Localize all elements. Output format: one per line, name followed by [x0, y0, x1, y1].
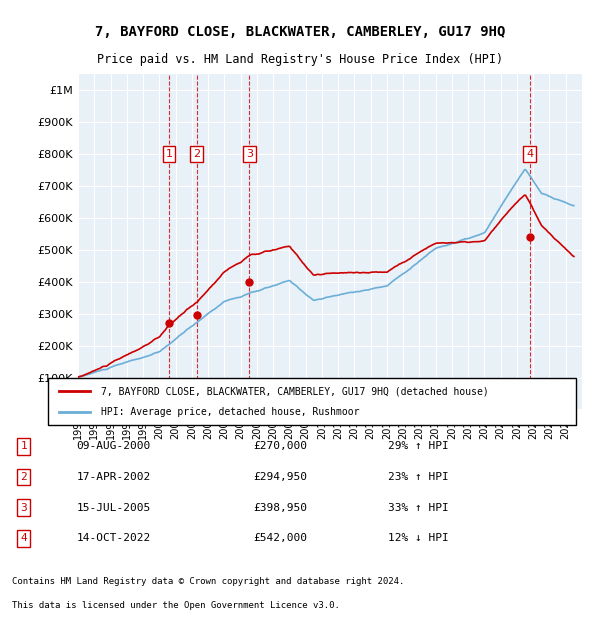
FancyBboxPatch shape — [48, 378, 576, 425]
Text: £542,000: £542,000 — [253, 533, 307, 543]
Text: £270,000: £270,000 — [253, 441, 307, 451]
Text: Contains HM Land Registry data © Crown copyright and database right 2024.: Contains HM Land Registry data © Crown c… — [12, 577, 404, 587]
Text: 4: 4 — [20, 533, 27, 543]
Text: 12% ↓ HPI: 12% ↓ HPI — [388, 533, 449, 543]
Text: £294,950: £294,950 — [253, 472, 307, 482]
Text: 15-JUL-2005: 15-JUL-2005 — [77, 503, 151, 513]
Text: HPI: Average price, detached house, Rushmoor: HPI: Average price, detached house, Rush… — [101, 407, 359, 417]
Text: 3: 3 — [246, 149, 253, 159]
Text: 4: 4 — [526, 149, 533, 159]
Text: 17-APR-2002: 17-APR-2002 — [77, 472, 151, 482]
Text: 7, BAYFORD CLOSE, BLACKWATER, CAMBERLEY, GU17 9HQ: 7, BAYFORD CLOSE, BLACKWATER, CAMBERLEY,… — [95, 25, 505, 39]
Text: This data is licensed under the Open Government Licence v3.0.: This data is licensed under the Open Gov… — [12, 601, 340, 610]
Text: 7, BAYFORD CLOSE, BLACKWATER, CAMBERLEY, GU17 9HQ (detached house): 7, BAYFORD CLOSE, BLACKWATER, CAMBERLEY,… — [101, 386, 488, 396]
Text: 23% ↑ HPI: 23% ↑ HPI — [388, 472, 449, 482]
Text: £398,950: £398,950 — [253, 503, 307, 513]
Text: 29% ↑ HPI: 29% ↑ HPI — [388, 441, 449, 451]
Text: 14-OCT-2022: 14-OCT-2022 — [77, 533, 151, 543]
Text: 2: 2 — [20, 472, 27, 482]
Text: 1: 1 — [166, 149, 173, 159]
Text: Price paid vs. HM Land Registry's House Price Index (HPI): Price paid vs. HM Land Registry's House … — [97, 53, 503, 66]
Text: 2: 2 — [193, 149, 200, 159]
Text: 33% ↑ HPI: 33% ↑ HPI — [388, 503, 449, 513]
Text: 09-AUG-2000: 09-AUG-2000 — [77, 441, 151, 451]
Text: 3: 3 — [20, 503, 27, 513]
Text: 1: 1 — [20, 441, 27, 451]
